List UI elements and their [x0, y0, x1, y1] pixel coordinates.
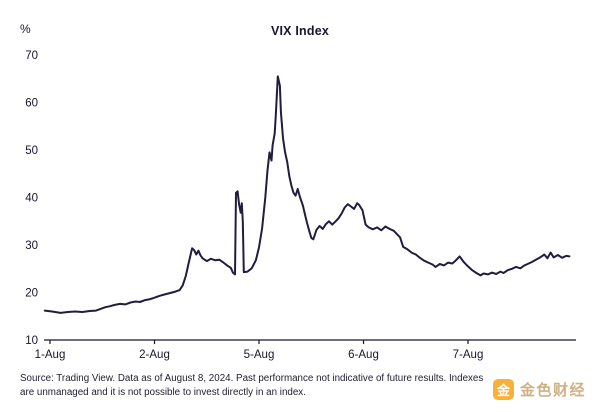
watermark-text: 金色财经: [519, 382, 586, 399]
source-note-line-2: are unmanaged and it is not possible to …: [20, 386, 306, 398]
y-axis-unit-label: %: [20, 22, 31, 36]
vix-line-chart: 10 20 30 40 50 60 70 1-Aug 2-Aug 5-Aug 6-Aug 7-Aug: [25, 50, 576, 361]
y-tick-label: 10: [25, 335, 38, 347]
source-note-line-1: Source: Trading View. Data as of August …: [20, 373, 484, 384]
y-tick-label: 60: [25, 98, 38, 110]
y-tick-label: 50: [25, 145, 38, 157]
x-tick-label: 5-Aug: [244, 349, 275, 361]
jinse-logo-glyph: 金: [496, 383, 510, 398]
x-tick-label: 2-Aug: [139, 349, 170, 361]
y-tick-label: 30: [25, 240, 38, 252]
y-tick-label: 20: [25, 288, 38, 300]
y-tick-label: 40: [25, 193, 38, 205]
chart-title: VIX Index: [270, 24, 330, 38]
jinse-logo-icon: 金: [492, 379, 514, 400]
source-note: Source: Trading View. Data as of August …: [20, 372, 483, 399]
y-tick-label: 70: [25, 50, 38, 62]
x-tick-label: 7-Aug: [453, 349, 484, 361]
vix-series-line: [43, 75, 571, 314]
watermark: 金 金色财经: [492, 379, 586, 400]
x-tick-label: 1-Aug: [35, 349, 66, 361]
x-tick-label: 6-Aug: [348, 349, 379, 361]
